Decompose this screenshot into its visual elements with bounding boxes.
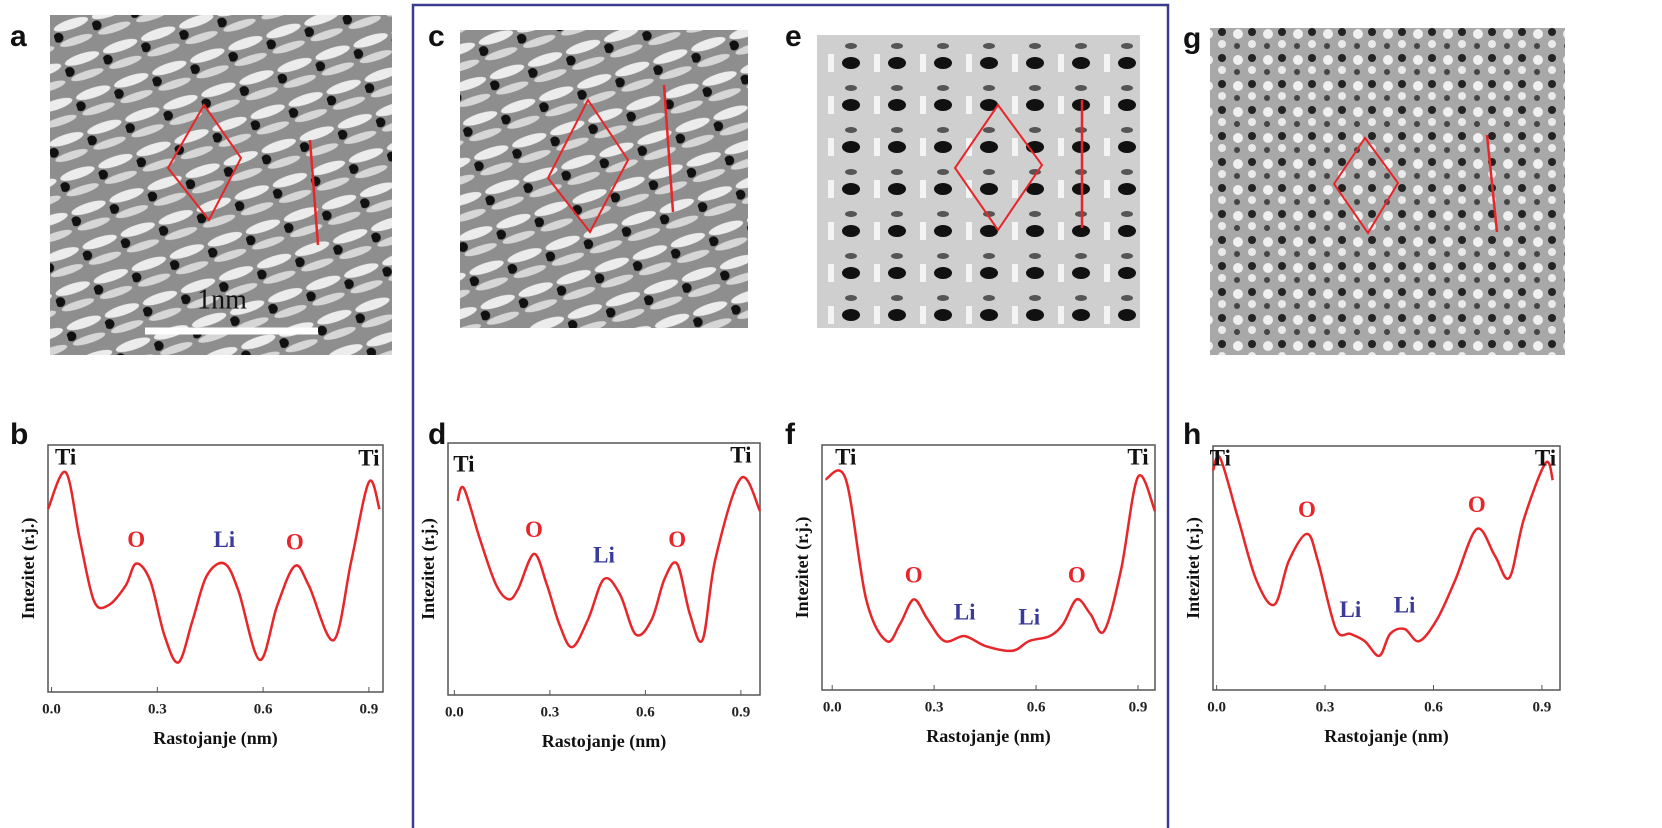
peak-label: O [127,527,145,552]
scale-bar-label: 1nm [197,284,247,315]
peak-label: O [1068,563,1086,588]
x-axis-label: Rastojanje (nm) [926,726,1050,747]
profile-arrow [662,84,675,213]
peak-label: Ti [1210,445,1232,470]
x-tick-label: 0.6 [1027,699,1046,715]
unit-cell [166,103,243,222]
peak-label: Li [1339,597,1361,622]
panel-label: b [10,418,28,451]
panel-label: h [1183,418,1201,451]
x-axis-label: Rastojanje (nm) [542,731,666,752]
peak-label: Li [1018,604,1040,629]
peak-label: Li [1394,592,1416,617]
micrograph [1210,28,1565,355]
x-tick-label: 0.6 [1424,699,1443,715]
y-axis-label: Intezitet (r.j.) [18,518,39,620]
x-axis-label: Rastojanje (nm) [1324,726,1448,747]
x-tick-label: 0.0 [823,699,842,715]
panel-label: c [428,20,445,53]
x-tick-label: 0.0 [42,701,61,717]
plot-frame [821,444,1156,691]
x-axis-label: Rastojanje (nm) [153,728,277,749]
profile-arrow [1485,134,1499,233]
peak-label: O [668,527,686,552]
panel-label: f [785,418,796,451]
profile-line [824,469,1157,653]
panel-label: e [785,20,802,53]
peak-label: O [1468,492,1486,517]
x-tick-label: 0.6 [636,704,655,720]
x-tick-label: 0.6 [254,701,273,717]
x-tick-label: 0.9 [1533,699,1552,715]
profile-line [46,470,381,664]
y-axis-label: Intezitet (r.j.) [418,518,439,620]
micrograph [817,35,1140,328]
y-axis-label: Intezitet (r.j.) [1183,517,1204,619]
plot-frame [47,444,384,693]
unit-cell [546,98,630,234]
peak-label: Ti [55,444,77,469]
x-tick-label: 0.9 [360,701,379,717]
x-tick-label: 0.3 [925,699,944,715]
x-tick-label: 0.9 [1129,699,1148,715]
peak-label: Ti [835,444,857,469]
profile-arrow [308,139,320,246]
peak-label: O [525,517,543,542]
micrograph [460,30,748,328]
plot-frame [447,442,761,696]
panel-label: g [1183,22,1201,55]
panel-label: d [428,418,446,451]
peak-label: Li [213,527,235,552]
peak-label: Ti [1127,444,1149,469]
x-tick-label: 0.0 [445,704,464,720]
peak-label: Ti [358,445,380,470]
unit-cell [1332,136,1400,235]
panel-frame [411,3,1170,828]
plot-frame [1212,445,1561,691]
peak-label: Ti [730,442,752,467]
y-axis-label: Intezitet (r.j.) [792,517,813,619]
profile-line [1211,455,1554,658]
micrograph [50,15,392,355]
x-tick-label: 0.3 [1316,699,1335,715]
peak-label: Li [954,599,976,624]
panel-label: a [10,20,27,53]
peak-label: O [286,529,304,554]
x-tick-label: 0.3 [148,701,167,717]
x-tick-label: 0.3 [541,704,560,720]
peak-label: Ti [453,452,475,477]
unit-cell [953,103,1044,232]
peak-label: Li [593,542,615,567]
profile-line [456,475,762,649]
x-tick-label: 0.9 [732,704,751,720]
x-tick-label: 0.0 [1207,699,1226,715]
peak-label: O [1298,497,1316,522]
peak-label: O [905,563,923,588]
peak-label: Ti [1535,445,1557,470]
